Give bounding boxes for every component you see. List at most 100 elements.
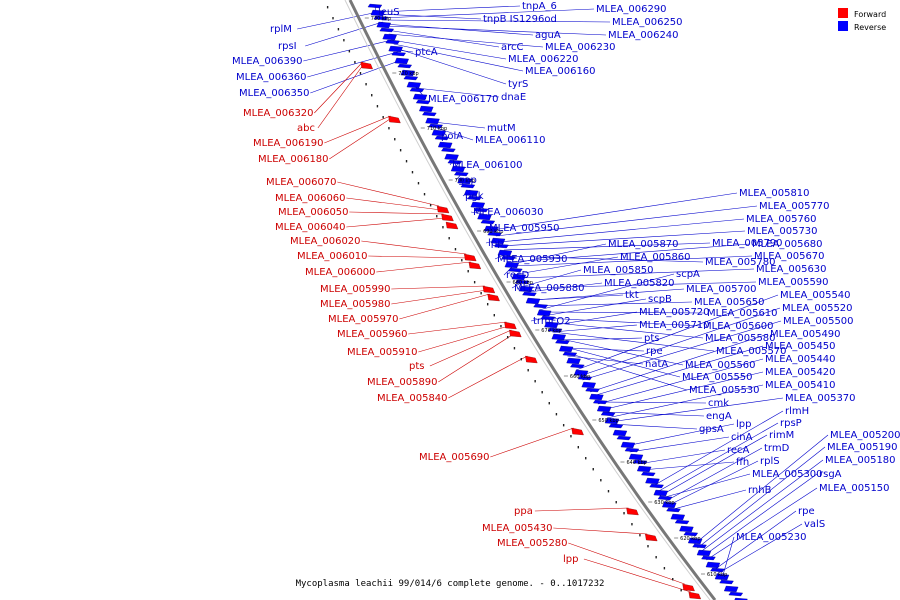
reverse-feature-arrow bbox=[454, 171, 469, 177]
forward-track-mark bbox=[365, 83, 367, 86]
reverse-feature-arrow bbox=[403, 75, 419, 81]
reverse-gene-label: MLEA_005810 bbox=[739, 188, 810, 199]
reverse-feature-arrow bbox=[728, 591, 744, 597]
forward-feature-arrow bbox=[688, 591, 702, 600]
forward-track-mark bbox=[680, 589, 682, 592]
reverse-label-leader bbox=[625, 423, 735, 447]
reverse-label-leader bbox=[700, 459, 824, 553]
reverse-feature-arrow bbox=[431, 129, 447, 137]
reverse-feature-arrow bbox=[419, 105, 434, 113]
reverse-label-leader bbox=[305, 21, 383, 47]
reverse-gene-label: gap bbox=[458, 175, 477, 186]
reverse-feature-arrow bbox=[566, 357, 581, 365]
reverse-gene-label: MLEA_005560 bbox=[685, 360, 756, 371]
reverse-feature-arrow bbox=[379, 27, 394, 33]
reverse-gene-label: rpsP bbox=[780, 418, 802, 429]
reverse-label-leader bbox=[661, 473, 751, 499]
reverse-gene-label: MLEA_005770 bbox=[759, 201, 830, 212]
reverse-gene-label: MLEA_005230 bbox=[736, 532, 807, 543]
forward-track-mark bbox=[411, 171, 414, 174]
reverse-label-leader bbox=[395, 47, 507, 85]
reverse-gene-label: engA bbox=[706, 411, 732, 422]
reverse-label-leader bbox=[597, 358, 764, 405]
forward-track-mark bbox=[423, 193, 426, 196]
reverse-label-leader bbox=[510, 243, 751, 263]
reverse-feature-arrow bbox=[394, 57, 409, 65]
reverse-gene-label: MLEA_005500 bbox=[783, 316, 854, 327]
reverse-feature-arrow bbox=[480, 219, 496, 225]
reverse-feature-arrow bbox=[632, 459, 648, 465]
reverse-label-leader bbox=[694, 434, 829, 545]
forward-label-leader bbox=[391, 285, 485, 290]
reverse-feature-arrow bbox=[450, 165, 466, 173]
reverse-label-leader bbox=[499, 218, 745, 243]
reverse-label-leader bbox=[659, 434, 768, 497]
forward-track-mark bbox=[371, 94, 373, 97]
forward-feature-arrow bbox=[504, 321, 517, 330]
forward-track-mark bbox=[461, 259, 463, 262]
forward-track-mark bbox=[417, 182, 420, 185]
reverse-label-leader bbox=[526, 281, 757, 289]
reverse-feature-arrow bbox=[573, 369, 589, 377]
reverse-label-leader bbox=[536, 301, 693, 307]
forward-gene-label: abc bbox=[297, 123, 315, 134]
forward-track-mark bbox=[607, 490, 610, 493]
reverse-label-leader bbox=[307, 51, 398, 78]
reverse-feature-arrow bbox=[373, 15, 389, 21]
reverse-gene-label: MLEA_005820 bbox=[604, 278, 675, 289]
forward-gene-label: MLEA_006050 bbox=[278, 207, 349, 218]
forward-track-mark bbox=[623, 512, 625, 515]
reverse-feature-arrow bbox=[612, 429, 628, 437]
reverse-label-leader bbox=[637, 449, 726, 465]
reverse-gene-label: rlmH bbox=[785, 406, 809, 417]
reverse-feature-arrow bbox=[593, 399, 608, 405]
reverse-feature-arrow bbox=[400, 69, 415, 77]
reverse-label-leader bbox=[576, 294, 779, 371]
reverse-gene-label: MLEA_005150 bbox=[819, 483, 890, 494]
reverse-feature-arrow bbox=[649, 483, 664, 489]
reverse-gene-label: pts bbox=[644, 333, 659, 344]
forward-feature-arrow bbox=[388, 115, 401, 124]
reverse-gene-label: arcC bbox=[501, 42, 524, 53]
forward-gene-label: MLEA_005280 bbox=[497, 538, 568, 549]
reverse-label-leader bbox=[546, 321, 704, 339]
reverse-gene-label: MLEA_006220 bbox=[508, 54, 579, 65]
forward-gene-label: MLEA_005890 bbox=[367, 377, 438, 388]
reverse-label-leader bbox=[666, 460, 759, 507]
forward-gene-label: lpp bbox=[563, 554, 578, 565]
reverse-label-leader bbox=[582, 320, 782, 381]
reverse-swatch bbox=[838, 21, 848, 31]
reverse-gene-label: MLEA_006390 bbox=[232, 56, 303, 67]
legend-forward: Forward bbox=[838, 8, 886, 21]
forward-feature-arrow bbox=[509, 329, 522, 338]
forward-track-mark bbox=[354, 61, 356, 64]
reverse-label-leader bbox=[433, 121, 486, 129]
reverse-feature-arrow bbox=[589, 393, 604, 401]
reverse-gene-label: MLEA_005680 bbox=[752, 239, 823, 250]
reverse-feature-arrow bbox=[441, 147, 456, 153]
reverse-gene-label: MLEA_006290 bbox=[596, 4, 667, 15]
forward-gene-label: MLEA_005840 bbox=[377, 393, 448, 404]
reverse-label-leader bbox=[436, 127, 474, 141]
reverse-label-leader bbox=[562, 347, 645, 352]
reverse-gene-label: rnhB bbox=[748, 485, 772, 496]
forward-label-leader bbox=[429, 329, 512, 367]
reverse-gene-label: MLEA_006360 bbox=[236, 72, 307, 83]
reverse-label-leader bbox=[303, 39, 392, 62]
reverse-gene-label: recA bbox=[727, 445, 750, 456]
reverse-label-leader bbox=[713, 510, 797, 571]
reverse-gene-label: rpe bbox=[798, 506, 815, 517]
forward-track-mark bbox=[405, 160, 408, 163]
reverse-gene-label: valS bbox=[804, 519, 825, 530]
reverse-feature-arrow bbox=[409, 87, 425, 93]
reverse-feature-arrow bbox=[391, 51, 406, 57]
reverse-gene-label: MLEA_005730 bbox=[747, 226, 818, 237]
forward-track-mark bbox=[442, 226, 444, 229]
forward-feature-arrow bbox=[487, 293, 500, 302]
reverse-label-leader bbox=[542, 298, 647, 317]
reverse-label-leader bbox=[517, 256, 619, 275]
forward-track-mark bbox=[548, 402, 550, 405]
reverse-gene-label: MLEA_006350 bbox=[239, 88, 310, 99]
forward-label-leader bbox=[391, 289, 488, 305]
reverse-feature-arrow bbox=[710, 567, 725, 573]
